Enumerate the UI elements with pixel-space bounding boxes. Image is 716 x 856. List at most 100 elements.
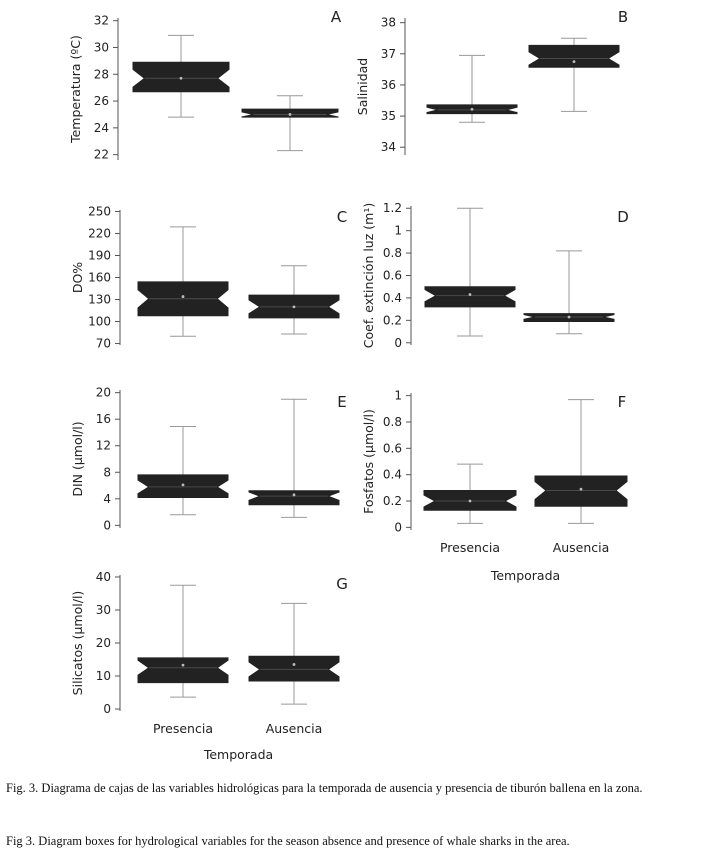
x-category-label: Ausencia: [553, 540, 610, 555]
y-axis-label: Salinidad: [355, 58, 370, 115]
panel-g: 0 10 20 30 40 Silicatos (µmol/l) G Presencia Aus…: [70, 570, 348, 762]
box-body: [248, 490, 340, 506]
mean-marker: [572, 60, 576, 63]
box-body: [528, 44, 620, 68]
mean-marker: [181, 483, 185, 487]
y-tick-label: 0.6: [383, 269, 402, 283]
y-tick-label: 0: [103, 702, 111, 716]
y-tick-label: 0.8: [383, 415, 402, 429]
box-body: [137, 657, 229, 684]
mean-marker: [292, 305, 296, 309]
y-tick-label: 35: [381, 109, 396, 123]
box-ausencia: [528, 37, 620, 112]
y-tick-label: 0.2: [383, 494, 402, 508]
y-tick-label: 30: [96, 603, 111, 617]
y-tick-label: 0.8: [383, 246, 402, 260]
mean-marker: [292, 493, 296, 497]
y-tick-label: 70: [96, 337, 111, 351]
mean-marker: [579, 487, 583, 491]
y-tick-label: 36: [381, 78, 396, 92]
panel-b: 34 35 36 37 38 Salinidad B: [355, 8, 628, 155]
y-tick-label: 20: [96, 386, 111, 400]
y-axis-label: Fosfatos (µmol/l): [361, 409, 376, 514]
y-tick-label: 1: [394, 389, 402, 403]
y-tick-label: 160: [88, 271, 111, 285]
x-axis-title: Temporada: [203, 747, 273, 762]
box-presencia: [426, 54, 518, 123]
panel-letter: G: [336, 575, 348, 593]
y-tick-label: 0.4: [383, 468, 402, 482]
y-tick-label: 38: [381, 16, 396, 30]
figure-box-plots: 22 24 26 28 30 32 Temperatura (ºC) A 34 35 36 37 38 S…: [68, 8, 629, 762]
y-tick-label: 0.6: [383, 441, 402, 455]
panel-letter: C: [337, 208, 347, 226]
mean-marker: [567, 315, 571, 319]
y-tick-label: 0: [394, 336, 402, 350]
panel-letter: A: [331, 8, 342, 26]
box-presencia: [137, 584, 229, 698]
y-axis-label: Temperatura (ºC): [68, 35, 83, 144]
y-axis-label: DIN (µmol/l): [70, 421, 85, 496]
panel-d: 0 0.2 0.4 0.6 0.8 1 1.2 Coef. extinción luz (m¹…: [361, 201, 629, 350]
panel-f: 0 0.2 0.4 0.6 0.8 1 Fosfatos (µmol/l) F Presenci…: [361, 389, 628, 583]
x-axis-title: Temporada: [490, 568, 560, 583]
panel-letter: D: [617, 208, 629, 226]
panel-e: 0 4 8 12 16 20 DIN (µmol/l) E: [70, 386, 347, 533]
y-tick-label: 16: [96, 412, 111, 426]
box-body: [534, 475, 628, 507]
x-category-label: Presencia: [440, 540, 500, 555]
mean-marker: [468, 293, 472, 296]
caption-spanish: Fig. 3. Diagrama de cajas de las variabl…: [6, 781, 643, 795]
y-tick-label: 0: [103, 518, 111, 532]
box-ausencia: [248, 398, 340, 518]
y-tick-label: 1.2: [383, 201, 402, 215]
y-tick-label: 32: [94, 14, 109, 28]
y-tick-label: 130: [88, 293, 111, 307]
y-tick-label: 100: [88, 315, 111, 329]
y-tick-label: 250: [88, 204, 111, 218]
mean-marker: [292, 663, 296, 666]
box-body: [248, 655, 340, 682]
box-ausencia: [248, 602, 340, 705]
mean-marker: [470, 107, 474, 111]
y-tick-label: 190: [88, 248, 111, 262]
y-tick-label: 8: [103, 465, 111, 479]
box-presencia: [423, 463, 517, 524]
y-tick-label: 37: [381, 47, 396, 61]
y-tick-label: 30: [94, 40, 109, 54]
panel-a: 22 24 26 28 30 32 Temperatura (ºC) A: [68, 8, 342, 162]
panel-c: 70 100 130 160 190 220 250 DO% C: [70, 204, 347, 350]
y-axis-label: Silicatos (µmol/l): [70, 591, 85, 696]
x-category-label: Ausencia: [266, 721, 323, 736]
y-tick-label: 20: [96, 636, 111, 650]
y-tick-label: 1: [394, 224, 402, 238]
y-tick-label: 40: [96, 570, 111, 584]
y-tick-label: 220: [88, 226, 111, 240]
box-presencia: [132, 34, 230, 118]
panel-letter: B: [618, 8, 628, 26]
mean-marker: [181, 663, 185, 667]
y-tick-label: 34: [381, 140, 396, 154]
box-ausencia: [534, 399, 628, 524]
x-category-label: Presencia: [153, 721, 213, 736]
y-tick-label: 22: [94, 148, 109, 162]
box-presencia: [424, 207, 516, 337]
box-ausencia: [248, 265, 340, 335]
box-ausencia: [241, 95, 339, 152]
mean-marker: [181, 295, 185, 298]
box-presencia: [137, 425, 229, 516]
y-axis-label: Coef. extinción luz (m¹): [361, 203, 376, 348]
y-axis-label: DO%: [70, 262, 85, 293]
y-tick-label: 0: [394, 520, 402, 534]
y-tick-label: 12: [96, 439, 111, 453]
caption-english: Fig 3. Diagram boxes for hydrological va…: [6, 834, 570, 848]
mean-marker: [468, 499, 472, 503]
y-tick-label: 10: [96, 669, 111, 683]
panel-letter: F: [618, 393, 627, 411]
y-tick-label: 26: [94, 94, 109, 108]
box-presencia: [137, 226, 229, 337]
panel-letter: E: [337, 393, 346, 411]
y-tick-label: 0.2: [383, 313, 402, 327]
mean-marker: [288, 113, 292, 116]
box-ausencia: [523, 250, 615, 335]
